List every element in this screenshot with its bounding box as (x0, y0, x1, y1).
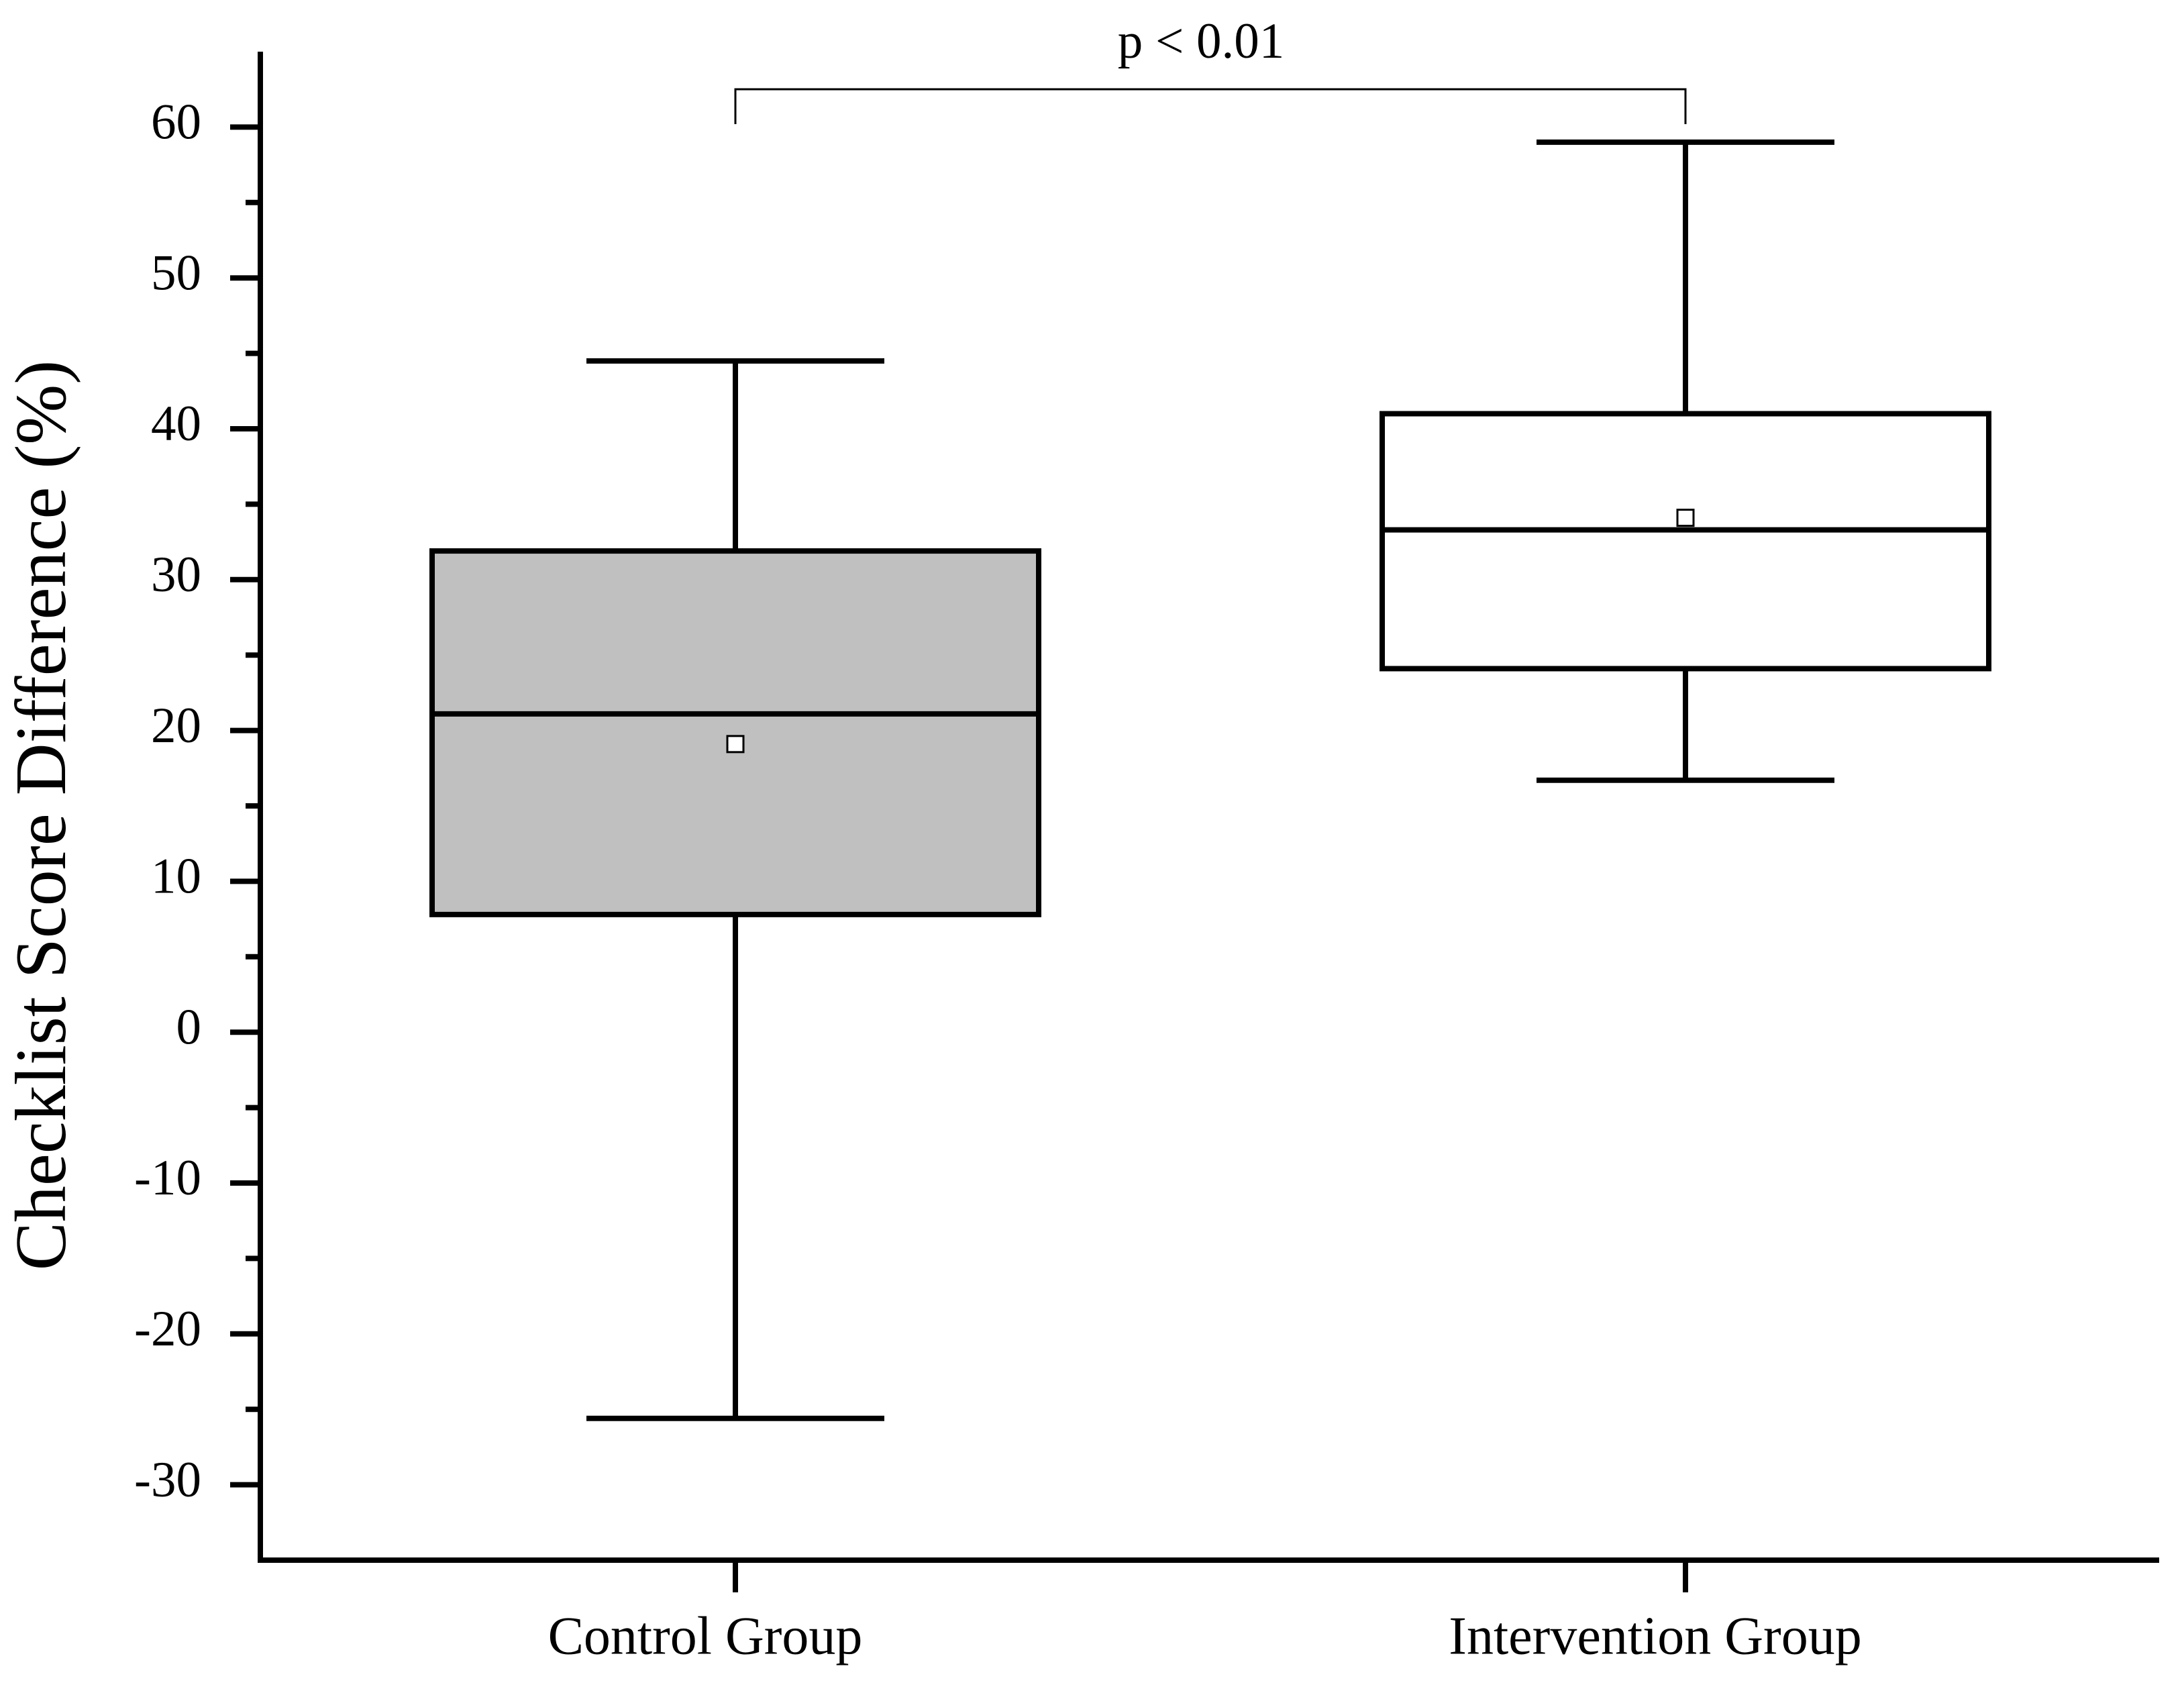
mean-marker (1676, 509, 1695, 527)
y-tick-label: 40 (151, 396, 201, 452)
y-tick-label: -20 (134, 1301, 201, 1357)
y-axis-title: Checklist Score Difference (%) (1, 360, 81, 1270)
y-tick-label: 50 (151, 245, 201, 301)
x-tick-label: Control Group (548, 1606, 863, 1666)
y-tick-label: 10 (151, 849, 201, 905)
y-tick-label: 20 (151, 698, 201, 754)
box (429, 548, 1041, 917)
x-tick-label: Intervention Group (1449, 1606, 1861, 1666)
box (1380, 411, 1991, 672)
y-tick-label: -30 (134, 1452, 201, 1508)
y-tick-label: 0 (176, 999, 202, 1055)
y-tick-label: 60 (151, 95, 201, 150)
mean-marker (726, 735, 745, 754)
significance-annotation: p < 0.01 (1118, 13, 1285, 69)
significance-bracket (734, 88, 1687, 124)
y-tick-label: 30 (151, 547, 201, 603)
y-tick-label: -10 (134, 1150, 201, 1206)
